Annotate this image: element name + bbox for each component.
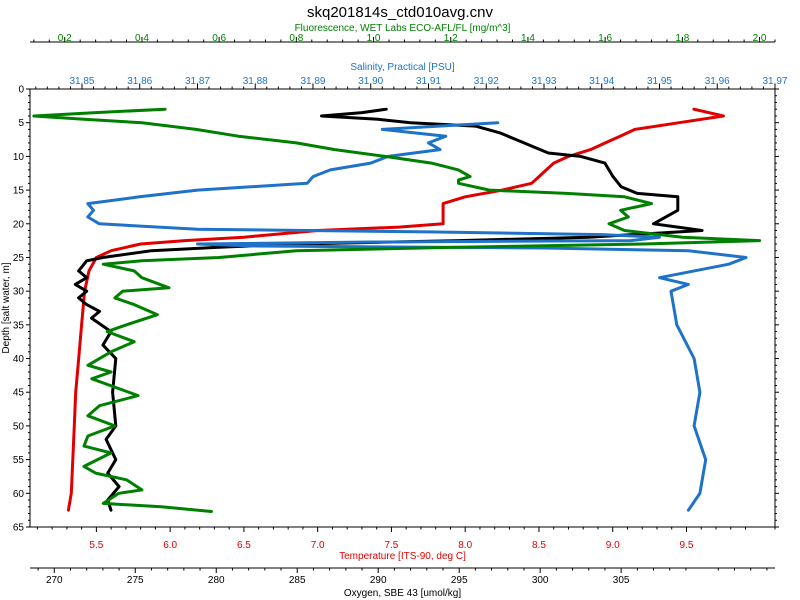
temperature-axis-label: Temperature [ITS-90, deg C] [339,551,466,562]
oxygen-axis-label: Oxygen, SBE 43 [umol/kg] [344,588,462,599]
y-tick-label: 30 [13,287,25,298]
fluorescence-tick-label: 0.4 [135,33,149,44]
oxygen-tick-label: 295 [451,575,468,586]
oxygen-tick-label: 300 [532,575,549,586]
y-tick-label: 5 [18,118,24,129]
oxygen-tick-label: 285 [289,575,306,586]
temperature-tick-label: 5.5 [89,540,103,551]
y-tick-label: 10 [13,152,25,163]
y-tick-label: 60 [13,489,25,500]
temperature-tick-label: 9.5 [680,540,694,551]
fluorescence-tick-label: 1.2 [444,33,458,44]
fluorescence-axis-label: Fluorescence, WET Labs ECO-AFL/FL [mg/m^… [295,23,511,34]
y-axis-label: Depth [salt water, m] [1,262,12,353]
y-tick-label: 50 [13,421,25,432]
fluorescence-tick-label: 2.0 [753,33,767,44]
y-tick-label: 45 [13,388,25,399]
y-tick-label: 35 [13,320,25,331]
y-tick-label: 65 [13,523,25,534]
salinity-tick-label: 31.87 [185,76,210,87]
fluorescence-tick-label: 1.8 [675,33,689,44]
plot-frame [29,88,776,528]
salinity-tick-label: 31.94 [589,76,614,87]
temperature-tick-label: 9.0 [606,540,620,551]
salinity-tick-label: 31.88 [243,76,268,87]
temperature-tick-label: 7.0 [311,540,325,551]
salinity-tick-label: 31.93 [531,76,556,87]
oxygen-series-line [73,107,704,512]
salinity-tick-label: 31.96 [705,76,730,87]
temperature-tick-label: 8.0 [458,540,472,551]
salinity-series-line [86,121,748,512]
oxygen-tick-label: 305 [613,575,630,586]
fluorescence-tick-label: 0.6 [212,33,226,44]
fluorescence-tick-label: 0.2 [58,33,72,44]
salinity-tick-label: 31.91 [416,76,441,87]
oxygen-tick-label: 275 [127,575,144,586]
salinity-tick-label: 31.86 [127,76,152,87]
temperature-tick-label: 7.5 [384,540,398,551]
fluorescence-tick-label: 1.6 [598,33,612,44]
temperature-series-line [66,107,725,512]
axes: 0 5 10 15 20 25 30 35 40 45 50 55 60 65 Depth [salt wa… [1,23,788,599]
y-tick-label: 55 [13,455,25,466]
salinity-tick-label: 31.92 [474,76,499,87]
salinity-tick-label: 31.85 [69,76,94,87]
chart-title: skq201814s_ctd010avg.cnv [307,4,493,21]
temperature-tick-label: 6.0 [163,540,177,551]
oxygen-tick-label: 290 [370,575,387,586]
y-tick-label: 0 [18,85,24,96]
temperature-tick-label: 6.5 [237,540,251,551]
oxygen-tick-label: 280 [208,575,225,586]
fluorescence-tick-label: 1.0 [367,33,381,44]
salinity-tick-label: 31.90 [358,76,383,87]
y-tick-label: 20 [13,219,25,230]
fluorescence-tick-label: 1.4 [521,33,535,44]
salinity-axis-label: Salinity, Practical [PSU] [350,62,455,73]
y-tick-label: 25 [13,253,25,264]
plot-area [32,107,762,513]
salinity-tick-label: 31.97 [762,76,787,87]
oxygen-tick-label: 270 [46,575,63,586]
salinity-tick-label: 31.95 [647,76,672,87]
temperature-tick-label: 8.5 [532,540,546,551]
y-tick-label: 40 [13,354,25,365]
fluorescence-series-line [32,107,762,513]
fluorescence-tick-label: 0.8 [289,33,303,44]
y-tick-label: 15 [13,186,25,197]
salinity-tick-label: 31.89 [300,76,325,87]
